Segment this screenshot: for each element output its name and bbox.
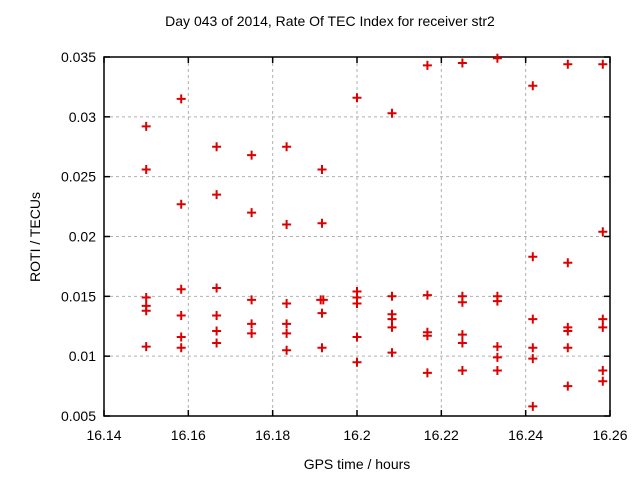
svg-text:16.18: 16.18 bbox=[255, 427, 290, 443]
svg-text:0.01: 0.01 bbox=[69, 348, 96, 364]
x-axis-label: GPS time / hours bbox=[303, 456, 411, 472]
svg-text:16.16: 16.16 bbox=[171, 427, 206, 443]
svg-text:16.2: 16.2 bbox=[343, 427, 370, 443]
svg-text:16.24: 16.24 bbox=[508, 427, 543, 443]
svg-text:0.03: 0.03 bbox=[69, 109, 96, 125]
chart-title: Day 043 of 2014, Rate Of TEC Index for r… bbox=[165, 13, 495, 29]
svg-text:0.035: 0.035 bbox=[61, 49, 96, 65]
svg-text:0.015: 0.015 bbox=[61, 288, 96, 304]
svg-text:0.005: 0.005 bbox=[61, 408, 96, 424]
svg-text:16.22: 16.22 bbox=[424, 427, 459, 443]
svg-text:0.025: 0.025 bbox=[61, 169, 96, 185]
y-axis-label: ROTI / TECUs bbox=[27, 192, 43, 282]
svg-text:16.14: 16.14 bbox=[86, 427, 121, 443]
svg-text:16.26: 16.26 bbox=[592, 427, 627, 443]
svg-text:0.02: 0.02 bbox=[69, 229, 96, 245]
